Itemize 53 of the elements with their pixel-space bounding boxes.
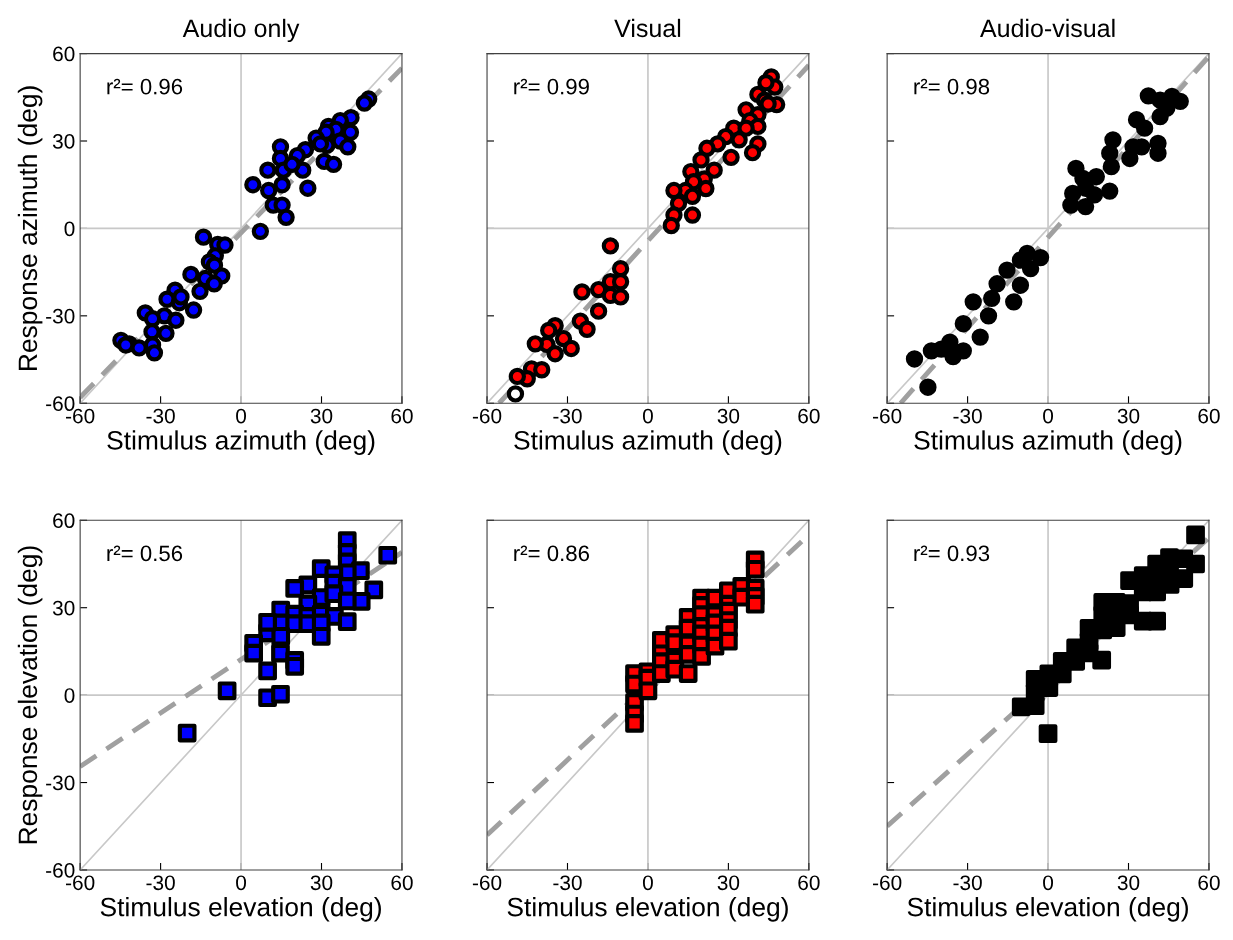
- annotation: r²= 0.98: [914, 78, 990, 95]
- x-tick-label: 0: [1043, 875, 1054, 891]
- y-tick-label: 0: [64, 221, 75, 237]
- annotation: r²= 0.93: [914, 545, 990, 562]
- x-tick-label: 0: [642, 875, 653, 891]
- x-tick-label: 0: [642, 408, 653, 424]
- x-tick-label: -30: [553, 875, 582, 891]
- y-tick-label: 30: [52, 134, 75, 149]
- x-tick-label: -60: [873, 875, 902, 891]
- x-tick-label: 60: [798, 875, 820, 891]
- x-tick-label: 30: [1117, 408, 1140, 424]
- x-axis-title: Stimulus elevation (deg): [507, 897, 788, 922]
- x-tick-label: -60: [472, 875, 502, 891]
- x-tick-label: 0: [236, 875, 247, 891]
- x-tick-label: 60: [391, 875, 413, 891]
- x-tick-label: 30: [717, 408, 740, 424]
- y-tick-label: 0: [64, 688, 75, 703]
- x-tick-label: 0: [1043, 408, 1054, 424]
- x-tick-label: -30: [146, 408, 175, 424]
- annotation: r²= 0.86: [514, 545, 590, 562]
- annotation: r²= 0.99: [514, 78, 589, 95]
- x-tick-label: -30: [146, 875, 175, 891]
- x-tick-label: 30: [310, 875, 333, 891]
- x-tick-label: 30: [310, 408, 333, 424]
- y-tick-label: -30: [46, 308, 75, 324]
- x-axis-title: Stimulus azimuth (deg): [514, 430, 782, 455]
- x-axis-title: Stimulus elevation (deg): [100, 897, 381, 922]
- x-tick-label: 30: [1117, 875, 1140, 891]
- x-tick-label: -30: [953, 875, 982, 891]
- y-tick-label: 60: [53, 46, 75, 62]
- x-tick-label: -60: [472, 408, 502, 424]
- x-axis-title: Stimulus azimuth (deg): [107, 430, 375, 455]
- y-tick-label: 60: [53, 513, 75, 529]
- annotation: r²= 0.96: [107, 78, 183, 95]
- y-axis-title: Response azimuth (deg): [17, 86, 43, 370]
- chart-title: Audio-visual: [980, 18, 1115, 38]
- y-tick-label: -30: [46, 775, 75, 791]
- x-tick-label: 60: [391, 408, 413, 424]
- x-tick-label: 60: [1198, 408, 1220, 424]
- y-tick-label: 30: [52, 600, 75, 616]
- chart-title: Audio only: [182, 18, 300, 43]
- x-tick-label: 60: [1198, 875, 1220, 891]
- y-axis-title: Response elevation (deg): [17, 546, 43, 844]
- x-axis-title: Stimulus azimuth (deg): [914, 430, 1182, 455]
- chart-title: Visual: [614, 18, 681, 38]
- x-tick-label: -60: [873, 408, 902, 424]
- x-axis-title: Stimulus elevation (deg): [907, 897, 1188, 922]
- x-tick-label: 0: [236, 408, 247, 424]
- x-tick-label: 60: [798, 408, 820, 424]
- x-tick-label: 30: [717, 875, 740, 891]
- x-tick-label: -30: [953, 408, 982, 424]
- x-tick-label: -30: [553, 408, 582, 424]
- annotation: r²= 0.56: [107, 545, 183, 562]
